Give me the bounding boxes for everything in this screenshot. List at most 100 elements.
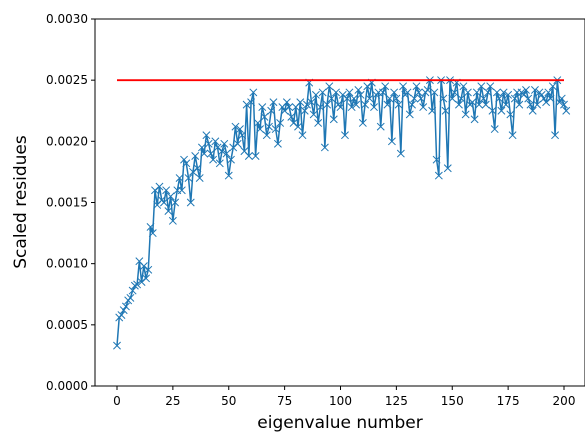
residue-point-marker — [551, 131, 560, 140]
residue-point-marker — [267, 106, 276, 115]
residue-point-marker — [562, 106, 571, 115]
residue-point-marker — [142, 274, 151, 283]
residue-point-marker — [358, 119, 367, 127]
residue-point-marker — [403, 88, 412, 97]
residue-point-marker — [146, 223, 155, 231]
residue-point-marker — [486, 82, 495, 91]
residue-point-marker — [390, 88, 399, 97]
residue-point-marker — [329, 115, 338, 124]
residue-point-marker — [133, 280, 142, 289]
residue-point-marker — [213, 143, 222, 152]
x-tick-label: 75 — [277, 394, 292, 408]
x-tick-label: 50 — [221, 394, 236, 408]
residue-point-marker — [206, 149, 215, 158]
residue-point-marker — [376, 122, 385, 131]
residue-point-marker — [434, 171, 443, 180]
x-tick-label: 175 — [497, 394, 520, 408]
residue-point-marker — [287, 112, 296, 121]
residue-point-marker — [479, 94, 488, 103]
residue-point-marker — [229, 143, 238, 152]
residue-point-marker — [408, 100, 416, 109]
residue-point-marker — [405, 110, 414, 119]
residue-point-marker — [336, 103, 345, 112]
residue-point-marker — [349, 94, 358, 103]
residue-point-marker — [227, 155, 235, 164]
residue-point-marker — [320, 143, 329, 152]
residue-point-marker — [309, 110, 318, 119]
x-tick-label: 25 — [165, 394, 180, 408]
x-axis-title: eigenvalue number — [257, 413, 422, 433]
residue-point-marker — [260, 112, 269, 121]
residue-point-marker — [121, 302, 130, 311]
residue-point-marker — [231, 122, 240, 131]
residue-point-marker — [555, 98, 564, 107]
residue-point-marker — [499, 88, 508, 97]
residue-point-marker — [211, 137, 220, 146]
residue-point-marker — [244, 152, 253, 160]
residue-point-marker — [381, 82, 390, 91]
residue-point-marker — [490, 125, 499, 134]
residue-point-marker — [343, 94, 352, 103]
residue-point-marker — [224, 171, 233, 180]
residue-point-marker — [430, 88, 439, 97]
y-axis-title: Scaled residues — [11, 135, 31, 269]
residue-point-marker — [410, 94, 419, 103]
residue-point-marker — [345, 88, 354, 97]
residue-point-marker — [365, 94, 374, 103]
residue-point-marker — [356, 90, 365, 99]
residue-point-marker — [379, 88, 387, 97]
residue-point-marker — [209, 155, 218, 164]
residue-point-marker — [542, 98, 551, 107]
residue-point-marker — [314, 119, 323, 127]
residue-point-marker — [276, 119, 285, 127]
residue-point-marker — [501, 100, 510, 109]
residue-point-marker — [530, 85, 539, 94]
residue-point-marker — [256, 125, 264, 134]
residue-point-marker — [432, 155, 441, 164]
residue-point-marker — [441, 106, 450, 115]
residue-point-marker — [184, 174, 193, 182]
residue-point-marker — [515, 100, 524, 109]
residue-point-marker — [204, 139, 213, 148]
residue-point-marker — [477, 82, 486, 91]
residue-point-marker — [282, 98, 291, 107]
residue-point-marker — [296, 98, 305, 107]
residue-point-marker — [459, 82, 468, 91]
residue-point-marker — [461, 110, 470, 119]
residue-point-marker — [318, 88, 327, 97]
residue-point-marker — [271, 125, 280, 134]
y-tick-label: 0.0010 — [46, 257, 88, 271]
residue-point-marker — [233, 139, 242, 148]
residue-point-marker — [472, 88, 481, 97]
y-tick-label: 0.0015 — [46, 196, 88, 210]
residue-point-marker — [455, 100, 463, 109]
residue-point-marker — [193, 164, 202, 173]
residue-point-marker — [119, 306, 128, 315]
y-tick-label: 0.0000 — [46, 379, 88, 393]
residue-point-marker — [484, 88, 492, 97]
residue-point-marker — [506, 110, 515, 119]
residue-point-marker — [200, 149, 209, 158]
residue-point-marker — [396, 149, 405, 158]
residue-point-marker — [510, 94, 519, 103]
residue-point-marker — [113, 341, 121, 350]
residue-point-marker — [218, 147, 226, 156]
residue-point-marker — [332, 88, 340, 97]
residue-point-marker — [144, 265, 153, 274]
residue-point-marker — [294, 122, 302, 131]
residue-point-marker — [537, 90, 546, 99]
residue-point-marker — [399, 82, 408, 91]
residue-point-marker — [492, 88, 501, 97]
residue-point-marker — [325, 82, 334, 91]
residue-point-marker — [528, 106, 537, 115]
residue-point-marker — [162, 186, 171, 195]
residue-point-marker — [298, 131, 307, 140]
x-tick-label: 100 — [329, 394, 352, 408]
residue-point-marker — [526, 100, 535, 109]
residue-point-marker — [316, 103, 325, 112]
x-tick-label: 0 — [113, 394, 121, 408]
residue-point-marker — [414, 88, 423, 97]
residue-point-marker — [247, 98, 256, 107]
residue-point-marker — [470, 115, 479, 124]
residue-point-marker — [189, 167, 197, 176]
